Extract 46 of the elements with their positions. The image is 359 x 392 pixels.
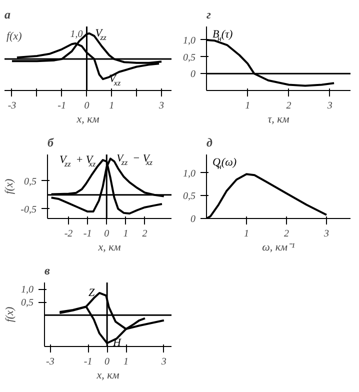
x-tick-label: -1 bbox=[84, 356, 92, 368]
y-tick-label: 1,0 bbox=[21, 284, 34, 296]
x-tick-label: 3 bbox=[158, 100, 164, 112]
x-tick-label: -3 bbox=[8, 100, 16, 112]
x-tick-label: 1 bbox=[245, 100, 250, 112]
y-tick-label: 1,0 bbox=[183, 35, 196, 46]
x-axis-title: τ, км bbox=[268, 114, 290, 126]
y-axis-title: f(x) bbox=[6, 30, 22, 42]
x-tick-label: 1 bbox=[124, 356, 129, 368]
y-axis-title: f(x) bbox=[4, 306, 16, 322]
y-tick-label: 0,5 bbox=[24, 176, 36, 188]
x-tick-label: -1 bbox=[83, 228, 92, 240]
y-tick-label: 0 bbox=[190, 214, 196, 225]
x-tick-label: 1 bbox=[123, 228, 128, 240]
y-tick-label: 1,0 bbox=[183, 168, 196, 180]
x-tick-label: 0 bbox=[84, 100, 90, 112]
y-tick-label: 0,5 bbox=[183, 191, 196, 202]
x-tick-label: 0 bbox=[104, 228, 110, 240]
y-tick-label: 0,5 bbox=[183, 52, 196, 64]
x-tick-label: -3 bbox=[46, 356, 54, 368]
y-tick-label: 0 bbox=[190, 69, 196, 80]
x-axis-title: x, км bbox=[76, 114, 100, 126]
x-tick-label: -2 bbox=[64, 228, 73, 240]
x-tick-label: 3 bbox=[160, 356, 166, 368]
y-axis-title: f(x) bbox=[4, 178, 16, 194]
chart-title: б bbox=[48, 136, 54, 150]
annotation: 1,0 bbox=[70, 28, 83, 40]
x-tick-label: 2 bbox=[142, 228, 148, 240]
x-tick-label: 0 bbox=[104, 356, 110, 368]
chart-title: д bbox=[206, 136, 212, 150]
x-tick-label: 3 bbox=[323, 228, 329, 240]
x-axis-title: ω, км⁻¹ bbox=[262, 242, 295, 254]
x-tick-label: 3 bbox=[326, 100, 332, 112]
x-axis-title: x, км bbox=[96, 370, 120, 382]
x-tick-label: 2 bbox=[286, 100, 292, 112]
chart-title: г bbox=[206, 8, 212, 22]
x-tick-label: 1 bbox=[109, 100, 114, 112]
y-tick-label: -0,5 bbox=[20, 204, 37, 216]
x-tick-label: 2 bbox=[284, 228, 289, 240]
x-axis-title: x, км bbox=[97, 242, 121, 254]
x-tick-label: -1 bbox=[58, 100, 66, 112]
series-label: Z bbox=[88, 286, 96, 299]
x-tick-label: 1 bbox=[244, 228, 249, 240]
chart-title: а bbox=[4, 8, 10, 22]
y-tick-label: 0,5 bbox=[21, 298, 34, 309]
chart-title: в bbox=[44, 264, 50, 278]
